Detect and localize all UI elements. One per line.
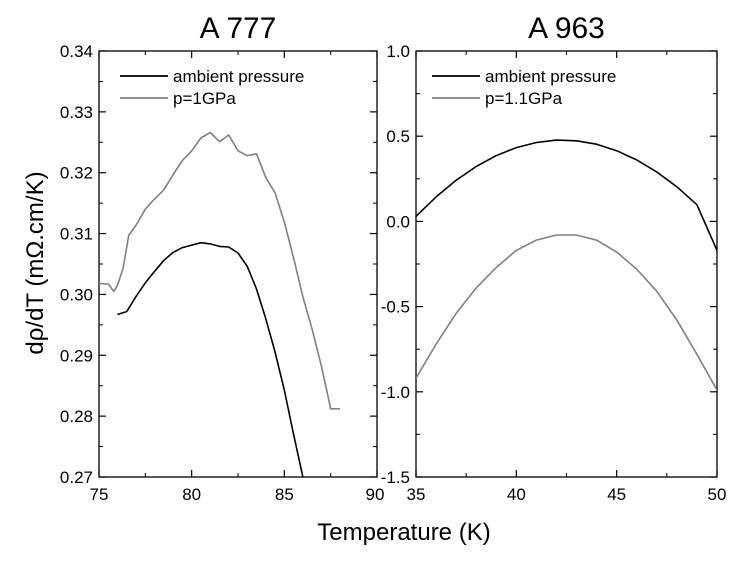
panel-2-legend-label-2: p=1.1GPa bbox=[485, 89, 563, 108]
panel-2-series-2-line bbox=[416, 234, 717, 391]
panel-1-y-tick-label: 0.27 bbox=[60, 468, 93, 487]
panel-1-y-tick-label: 0.28 bbox=[60, 407, 93, 426]
panel-1-legend-label-2: p=1GPa bbox=[173, 89, 236, 108]
panel-1-x-tick-label: 90 bbox=[366, 485, 385, 504]
panel-2-y-tick-label: -1.0 bbox=[381, 383, 410, 402]
panel-1-x-tick-label: 85 bbox=[275, 485, 294, 504]
panel-1-y-tick-label: 0.32 bbox=[60, 164, 93, 183]
panel-1-y-tick-label: 0.33 bbox=[60, 103, 93, 122]
panel-2-y-tick-label: -1.5 bbox=[381, 468, 410, 487]
panel-1-x-tick-label: 75 bbox=[90, 485, 109, 504]
panel-1-x-tick-label: 80 bbox=[182, 485, 201, 504]
panel-2-x-tick-label: 40 bbox=[507, 485, 526, 504]
panel-1-y-tick-label: 0.34 bbox=[60, 42, 93, 61]
panel-1-y-tick-label: 0.30 bbox=[60, 285, 93, 304]
panel-2-x-tick-label: 35 bbox=[407, 485, 426, 504]
panel-2-title: A 963 bbox=[528, 12, 605, 45]
panel-1-y-tick-label: 0.31 bbox=[60, 225, 93, 244]
panel-2-y-tick-label: 1.0 bbox=[386, 42, 410, 61]
panel-2-y-tick-label: 0.5 bbox=[386, 127, 410, 146]
panel-1-series-1-line bbox=[117, 241, 304, 477]
panel-1-title: A 777 bbox=[200, 12, 277, 45]
panel-2-y-tick-label: -0.5 bbox=[381, 298, 410, 317]
panel-2-series-1-line bbox=[416, 139, 717, 251]
y-axis-label: dρ/dT (mΩ.cm/K) bbox=[22, 171, 49, 354]
panel-1-legend-label-1: ambient pressure bbox=[173, 67, 304, 86]
panel-2-legend-label-1: ambient pressure bbox=[485, 67, 616, 86]
panel-2-x-tick-label: 45 bbox=[607, 485, 626, 504]
panel-1-y-tick-label: 0.29 bbox=[60, 346, 93, 365]
panel-1-series-2-line bbox=[99, 131, 340, 410]
panel-2-x-tick-label: 50 bbox=[708, 485, 727, 504]
panel-2-y-tick-label: 0.0 bbox=[386, 212, 410, 231]
x-axis-label: Temperature (K) bbox=[317, 519, 490, 546]
